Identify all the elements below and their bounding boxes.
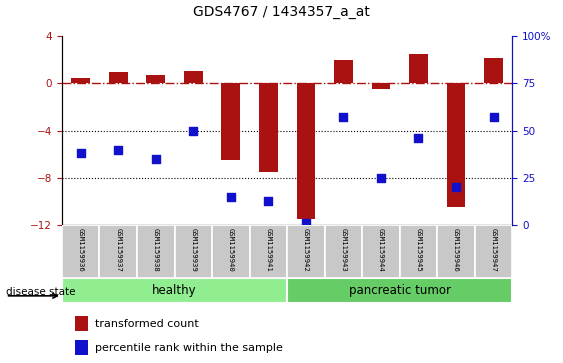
Text: healthy: healthy <box>152 284 197 297</box>
Bar <box>62 225 100 278</box>
Bar <box>62 278 287 303</box>
Bar <box>297 83 315 219</box>
Point <box>339 115 348 121</box>
Text: transformed count: transformed count <box>95 319 199 329</box>
Bar <box>75 340 88 355</box>
Bar <box>484 57 503 83</box>
Point <box>151 156 160 162</box>
Text: percentile rank within the sample: percentile rank within the sample <box>95 343 283 353</box>
Bar <box>100 225 137 278</box>
Bar <box>221 83 240 160</box>
Bar <box>109 72 128 83</box>
Bar <box>287 225 325 278</box>
Point <box>226 194 235 200</box>
Bar <box>325 225 362 278</box>
Text: GSM1159945: GSM1159945 <box>415 228 422 272</box>
Bar <box>287 278 512 303</box>
Point <box>414 135 423 141</box>
Point <box>301 220 310 226</box>
Text: GDS4767 / 1434357_a_at: GDS4767 / 1434357_a_at <box>193 5 370 20</box>
Text: GSM1159943: GSM1159943 <box>341 228 346 272</box>
Text: GSM1159946: GSM1159946 <box>453 228 459 272</box>
Bar <box>72 78 90 83</box>
Point <box>76 150 85 156</box>
Text: GSM1159936: GSM1159936 <box>78 228 84 272</box>
Bar <box>249 225 287 278</box>
Bar <box>475 225 512 278</box>
Text: GSM1159942: GSM1159942 <box>303 228 309 272</box>
Text: GSM1159937: GSM1159937 <box>115 228 121 272</box>
Bar <box>400 225 437 278</box>
Point <box>489 115 498 121</box>
Text: GSM1159947: GSM1159947 <box>490 228 497 272</box>
Bar <box>446 83 466 207</box>
Point <box>452 184 461 190</box>
Text: GSM1159940: GSM1159940 <box>228 228 234 272</box>
Text: disease state: disease state <box>6 287 75 297</box>
Text: GSM1159941: GSM1159941 <box>265 228 271 272</box>
Bar <box>437 225 475 278</box>
Bar <box>75 316 88 331</box>
Text: GSM1159939: GSM1159939 <box>190 228 196 272</box>
Point <box>189 128 198 134</box>
Bar <box>372 83 390 89</box>
Bar <box>409 54 428 83</box>
Bar <box>146 75 165 83</box>
Bar <box>259 83 278 172</box>
Bar <box>334 60 353 83</box>
Bar <box>184 70 203 83</box>
Point <box>114 147 123 152</box>
Point <box>264 197 273 203</box>
Text: GSM1159944: GSM1159944 <box>378 228 384 272</box>
Text: GSM1159938: GSM1159938 <box>153 228 159 272</box>
Bar <box>362 225 400 278</box>
Bar <box>212 225 249 278</box>
Bar <box>175 225 212 278</box>
Text: pancreatic tumor: pancreatic tumor <box>348 284 451 297</box>
Bar <box>137 225 175 278</box>
Point <box>377 175 386 181</box>
